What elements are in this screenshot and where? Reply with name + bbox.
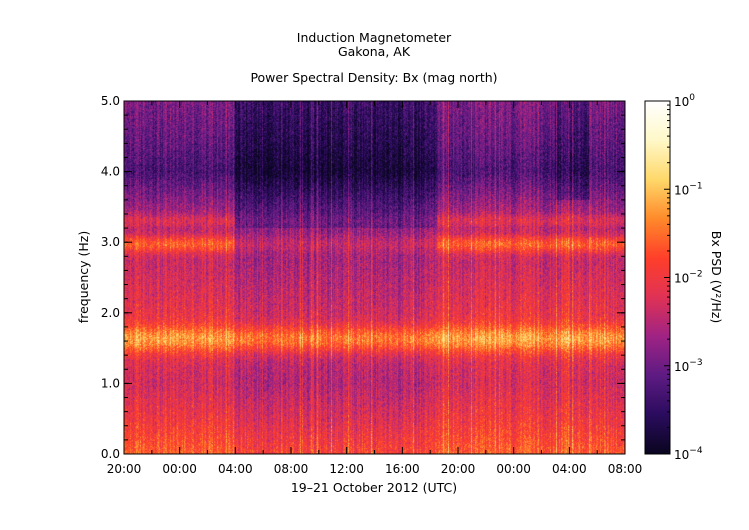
x-axis: 20:00 00:00 04:00 08:00 12:00 16:00 20:00 00:00… xyxy=(107,101,643,476)
colorbar-label: Bx PSD (V²/Hz) xyxy=(709,231,724,324)
x-tick-label: 16:00 xyxy=(385,462,420,476)
y-tick-label: 0.0 xyxy=(101,447,120,461)
x-tick-label: 20:00 xyxy=(441,462,476,476)
chart-title-line-1: Induction Magnetometer xyxy=(297,30,452,45)
colorbar-tick-label: 100 xyxy=(674,93,695,109)
x-tick-label: 04:00 xyxy=(552,462,587,476)
x-axis-label: 19–21 October 2012 (UTC) xyxy=(291,480,457,495)
x-tick-label: 04:00 xyxy=(218,462,253,476)
colorbar-tick-label: 10−1 xyxy=(674,181,703,197)
y-tick-label: 4.0 xyxy=(101,165,120,179)
chart-subtitle: Power Spectral Density: Bx (mag north) xyxy=(250,70,497,85)
colorbar-tick-label: 10−2 xyxy=(674,270,703,286)
spectrogram-area xyxy=(124,101,625,454)
chart-title-line-2: Gakona, AK xyxy=(338,44,411,59)
x-tick-label: 00:00 xyxy=(496,462,531,476)
colorbar-tick-label: 10−4 xyxy=(674,446,703,462)
spectrogram-canvas xyxy=(124,101,625,454)
x-tick-label: 12:00 xyxy=(329,462,364,476)
y-axis: 0.0 1.0 2.0 3.0 4.0 5.0 xyxy=(101,94,625,461)
x-tick-label: 08:00 xyxy=(608,462,643,476)
x-tick-label: 00:00 xyxy=(162,462,197,476)
x-tick-label: 08:00 xyxy=(274,462,309,476)
colorbar-tick-label: 10−3 xyxy=(674,358,703,374)
y-tick-label: 1.0 xyxy=(101,376,120,390)
y-tick-label: 3.0 xyxy=(101,235,120,249)
y-tick-label: 5.0 xyxy=(101,94,120,108)
y-tick-label: 2.0 xyxy=(101,306,120,320)
x-tick-label: 20:00 xyxy=(107,462,142,476)
y-axis-label: frequency (Hz) xyxy=(76,231,91,323)
